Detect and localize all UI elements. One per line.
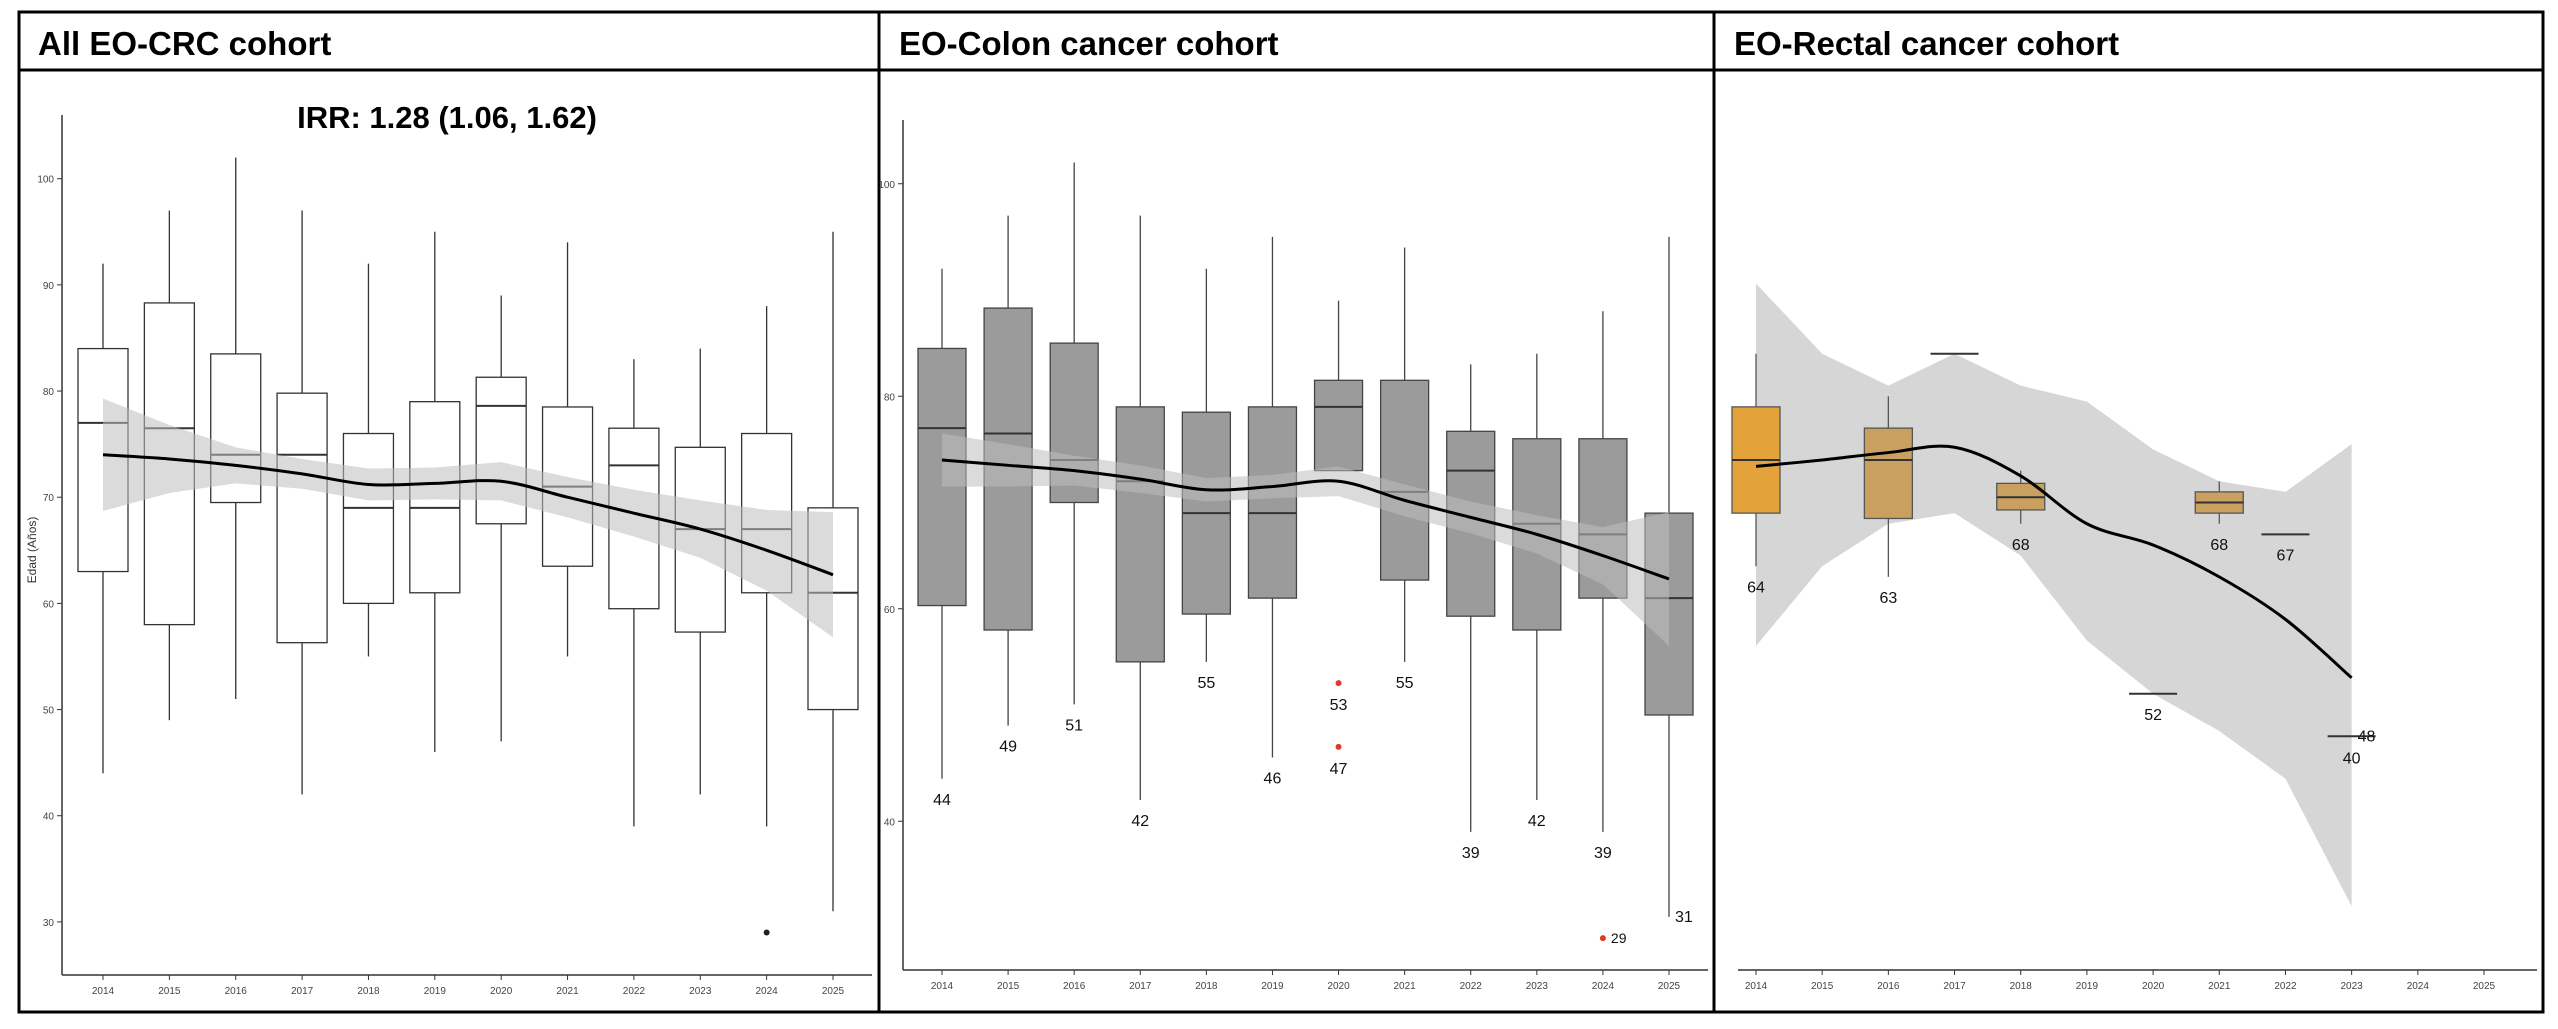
min-value-label: 49	[999, 739, 1017, 756]
x-tick-label: 2019	[424, 986, 447, 997]
x-tick-label: 2021	[2208, 981, 2231, 992]
outlier-label: 29	[1611, 930, 1627, 946]
outlier-label: 53	[1330, 697, 1348, 714]
x-tick-label: 2025	[1658, 981, 1681, 992]
confidence-band	[103, 398, 833, 638]
min-value-label: 48	[2358, 728, 2376, 745]
panel-eo-colon: EO-Colon cancer cohort 40 60 80 100 2014 2015…	[877, 10, 1716, 1014]
min-value-label: 39	[1594, 845, 1612, 862]
plot-area: 30 40 50 60 70 80 90 100 2014 2015 2016 2017 2018 201…	[37, 115, 872, 997]
x-tick-label: 2025	[822, 986, 845, 997]
x-tick-label: 2024	[2407, 981, 2430, 992]
outlier-point	[763, 929, 770, 936]
x-tick-label: 2017	[291, 986, 314, 997]
min-value-label: 42	[1528, 813, 1546, 830]
x-tick-label: 2019	[1261, 981, 1284, 992]
box-body	[342, 432, 395, 605]
plot-area: 2014 2015 2016 2017 2018 2019 2020 2021 2022 2023…	[1731, 283, 2537, 992]
x-tick-label: 2016	[1877, 981, 1900, 992]
x-tick-label: 2024	[1592, 981, 1615, 992]
trend-line	[102, 453, 834, 577]
y-tick-label: 60	[884, 605, 896, 616]
x-tick-label: 2021	[556, 986, 579, 997]
panel-title: All EO-CRC cohort	[38, 25, 331, 62]
x-tick-label: 2018	[1195, 981, 1218, 992]
y-tick-label: 40	[43, 812, 55, 823]
min-value-label: 39	[1462, 845, 1480, 862]
min-value-label: 40	[2343, 750, 2361, 767]
x-tick-label: 2014	[931, 981, 954, 992]
x-tick-label: 2023	[689, 986, 712, 997]
min-value-label: 42	[1131, 813, 1149, 830]
panel-eo-rectal: EO-Rectal cancer cohort 2014 2015 2016 2017…	[1712, 10, 2545, 1014]
y-tick-label: 60	[43, 599, 55, 610]
y-tick-label: 50	[43, 706, 55, 717]
x-tick-label: 2022	[1460, 981, 1483, 992]
box-body	[1247, 406, 1298, 599]
x-tick-label: 2018	[357, 986, 380, 997]
x-tick-label: 2020	[2142, 981, 2165, 992]
y-tick-label: 80	[884, 392, 896, 403]
x-tick-label: 2022	[2274, 981, 2297, 992]
x-tick-label: 2023	[2341, 981, 2364, 992]
min-value-label: 46	[1264, 771, 1282, 788]
x-tick-label: 2024	[756, 986, 779, 997]
box-body	[276, 392, 328, 644]
min-value-label: 63	[1879, 590, 1897, 607]
outlier-point	[1599, 935, 1606, 942]
panel-title: EO-Rectal cancer cohort	[1734, 25, 2119, 62]
outlier-point	[1335, 680, 1342, 687]
min-value-label: 68	[2210, 537, 2228, 554]
plot-area: 40 60 80 100 2014 2015 2016 2017 2018 2019 2020 202…	[878, 120, 1708, 992]
x-tick-label: 2020	[1327, 981, 1350, 992]
x-tick-label: 2019	[2076, 981, 2099, 992]
y-tick-label: 80	[43, 387, 55, 398]
min-value-label: 68	[2012, 537, 2030, 554]
outlier-label: 47	[1330, 761, 1348, 778]
x-tick-label: 2018	[2010, 981, 2033, 992]
x-tick-label: 2021	[1394, 981, 1417, 992]
trend-line	[1755, 444, 2353, 679]
outlier-point	[1335, 743, 1342, 750]
min-value-label: 31	[1675, 909, 1693, 926]
x-tick-label: 2014	[92, 986, 115, 997]
x-tick-label: 2014	[1745, 981, 1768, 992]
box-body	[1115, 406, 1165, 663]
min-value-label: 51	[1065, 717, 1083, 734]
x-tick-label: 2020	[490, 986, 513, 997]
y-axis-label: Edad (Años)	[25, 517, 39, 584]
y-tick-label: 90	[43, 281, 55, 292]
y-tick-label: 100	[878, 180, 895, 191]
box-body	[1863, 427, 1914, 520]
panel-title: EO-Colon cancer cohort	[899, 25, 1279, 62]
x-tick-label: 2025	[2473, 981, 2496, 992]
x-tick-label: 2015	[158, 986, 181, 997]
min-value-label: 52	[2144, 707, 2162, 724]
x-tick-label: 2022	[623, 986, 646, 997]
min-value-label: 67	[2277, 547, 2295, 564]
box-body	[1313, 379, 1364, 472]
y-tick-label: 100	[37, 175, 54, 186]
x-tick-label: 2015	[997, 981, 1020, 992]
y-tick-label: 40	[884, 817, 896, 828]
trend-line	[941, 458, 1670, 581]
y-tick-label: 30	[43, 918, 55, 929]
x-tick-label: 2016	[1063, 981, 1086, 992]
x-tick-label: 2017	[1129, 981, 1152, 992]
confidence-band	[942, 433, 1669, 646]
x-tick-label: 2015	[1811, 981, 1834, 992]
min-value-label: 55	[1396, 675, 1414, 692]
min-value-label: 55	[1197, 675, 1215, 692]
min-value-label: 44	[933, 792, 951, 809]
panel-all-eo-crc: All EO-CRC cohort IRR: 1.28 (1.06, 1.62)…	[17, 10, 881, 1014]
irr-annotation: IRR: 1.28 (1.06, 1.62)	[297, 100, 597, 135]
x-tick-label: 2016	[225, 986, 248, 997]
panel-frame	[1712, 10, 2545, 1014]
min-value-label: 64	[1747, 579, 1765, 596]
x-tick-label: 2023	[1526, 981, 1549, 992]
x-tick-label: 2017	[1943, 981, 1966, 992]
y-tick-label: 70	[43, 493, 55, 504]
